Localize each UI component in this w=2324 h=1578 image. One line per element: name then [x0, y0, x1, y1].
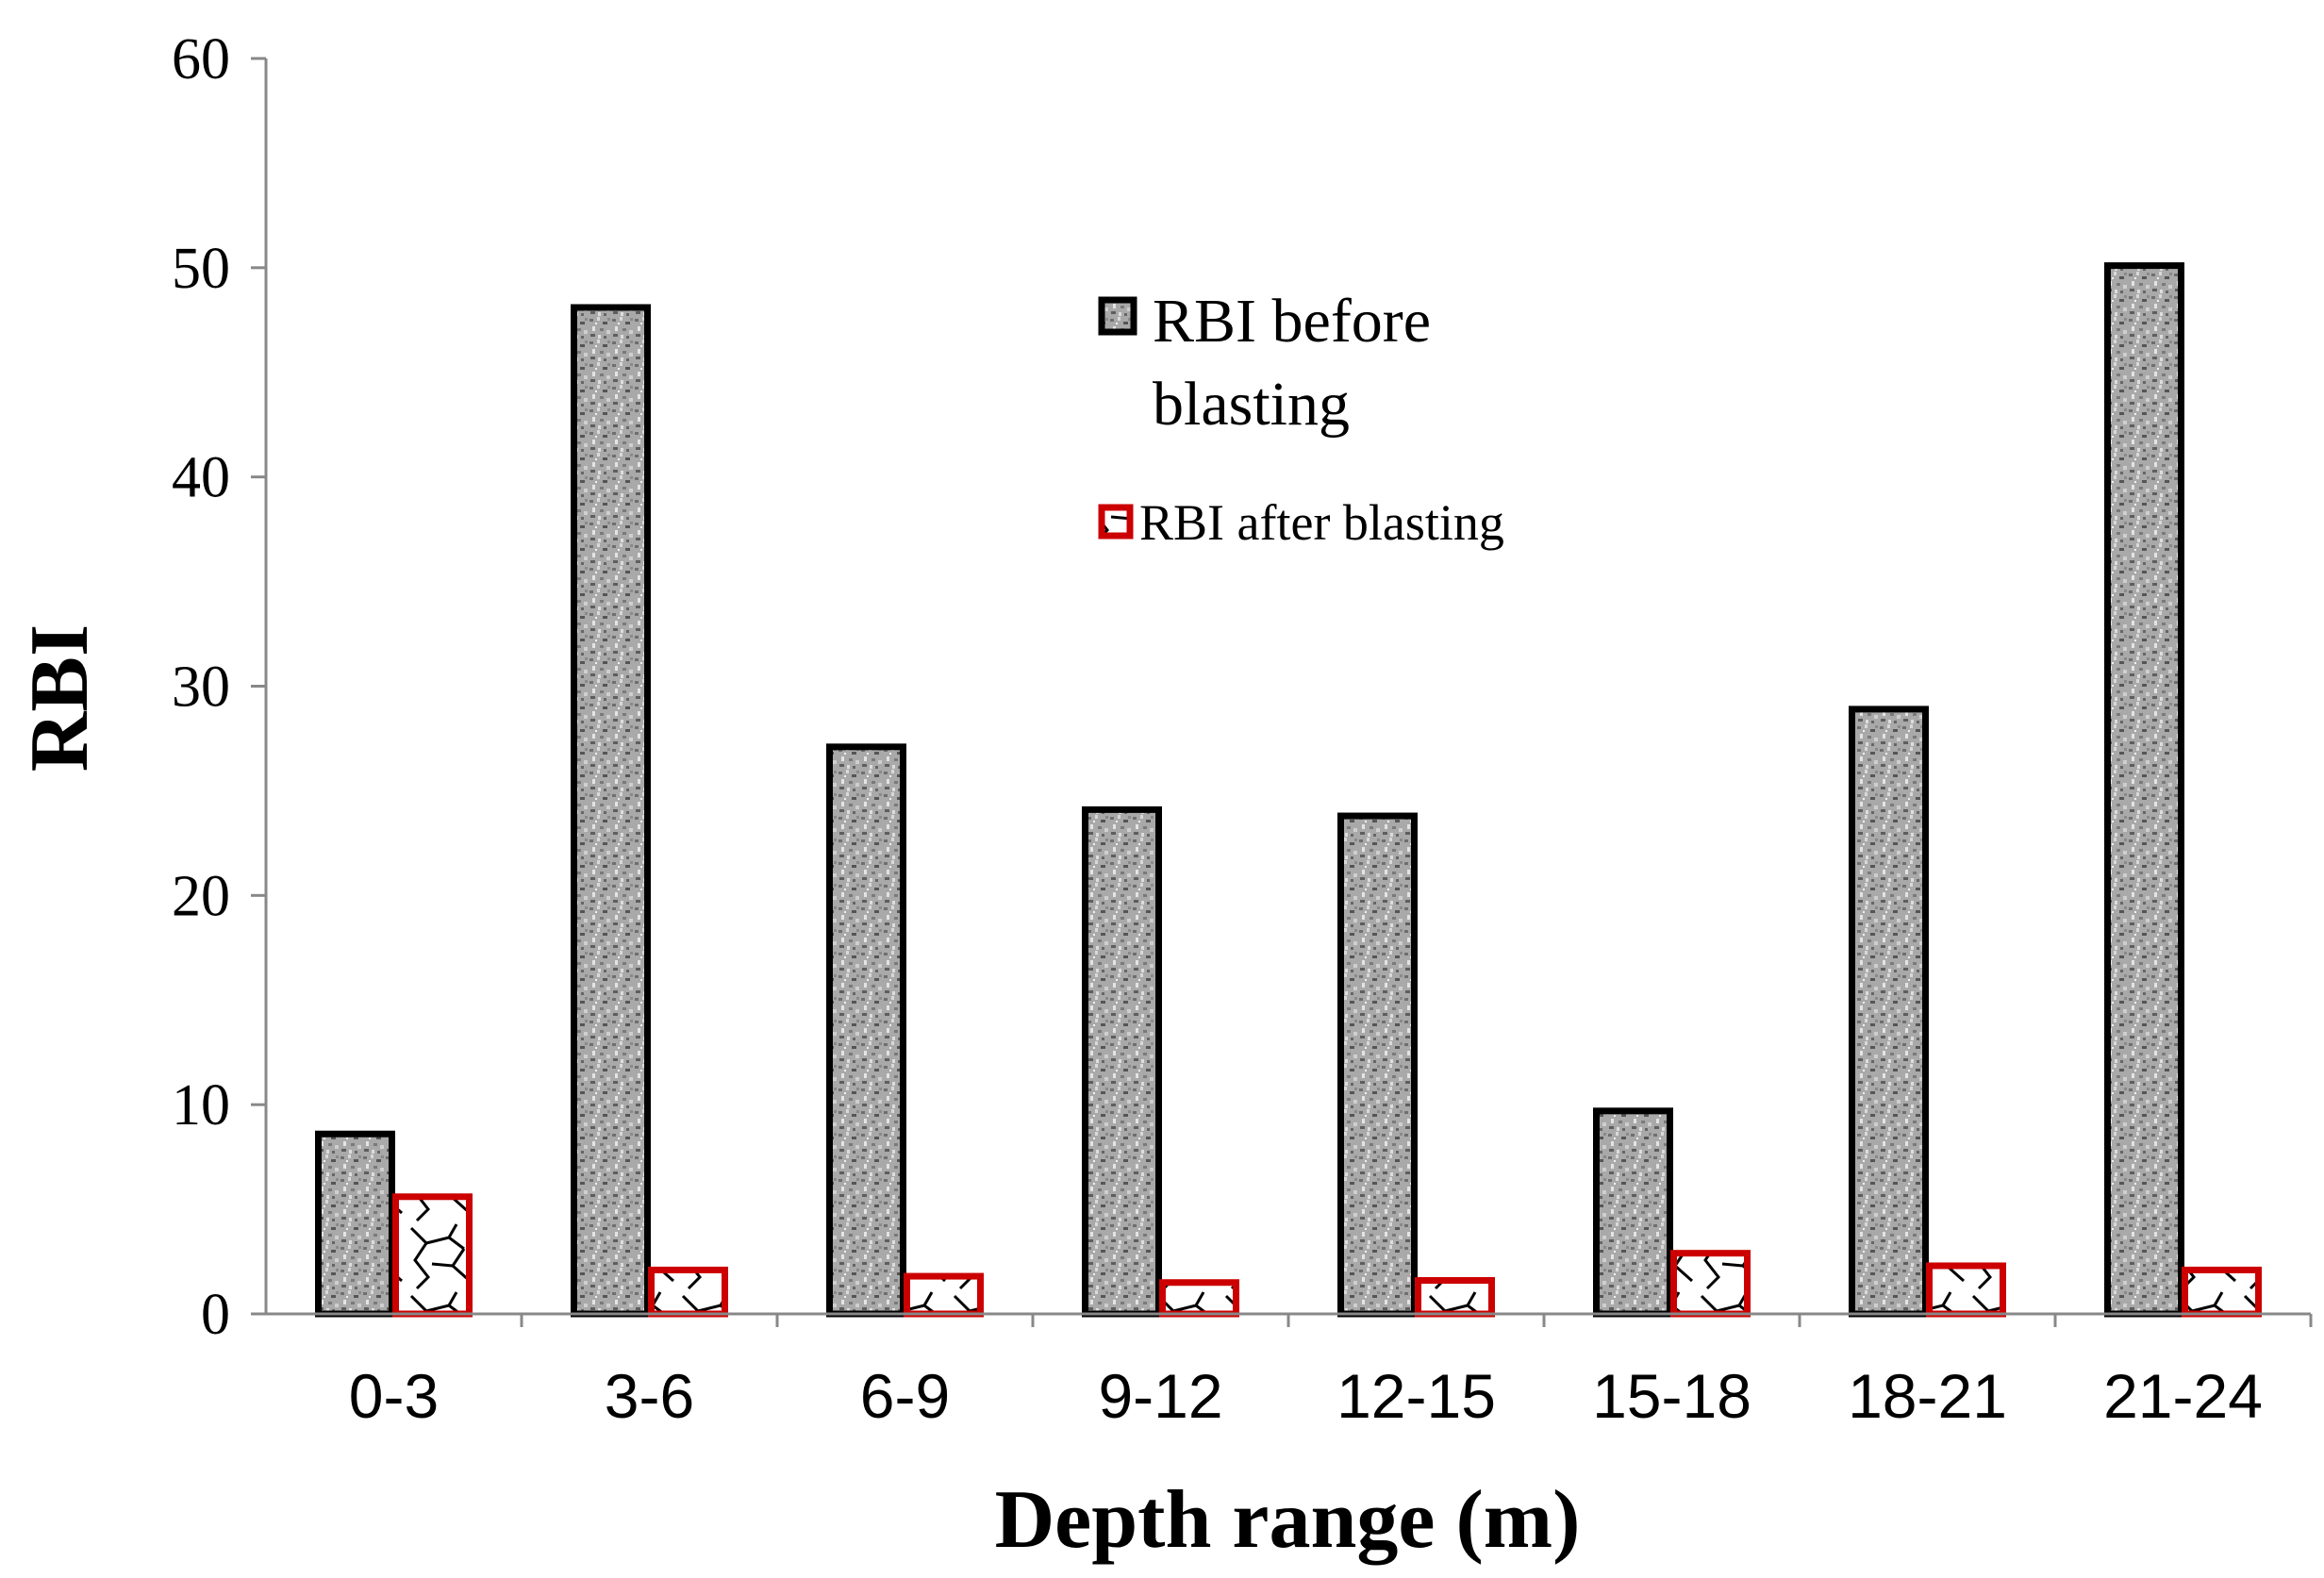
bar-before-21-24	[2104, 262, 2184, 1318]
y-tick-label-10: 10	[172, 1073, 230, 1138]
bar-after-12-15	[1415, 1277, 1495, 1318]
y-tick-label-40: 40	[172, 446, 230, 510]
bars-group	[315, 262, 2262, 1318]
y-tick-label-30: 30	[172, 656, 230, 720]
y-axis-ticks: 0 10 20 30 40 50 60	[172, 27, 266, 1347]
bar-before-15-18	[1593, 1107, 1673, 1318]
y-tick-label-60: 60	[172, 27, 230, 91]
x-tick-label-12-15: 12-15	[1336, 1361, 1496, 1431]
legend-label-after: RBI after blasting	[1139, 494, 1504, 551]
axes-group	[264, 58, 2313, 1327]
bar-after-15-18	[1670, 1250, 1751, 1318]
bar-after-3-6	[648, 1266, 728, 1318]
bar-before-6-9	[826, 743, 906, 1318]
y-tick-label-50: 50	[172, 237, 230, 301]
bar-after-21-24	[2182, 1266, 2262, 1318]
x-axis-category-labels: 0-3 3-6 6-9 9-12 12-15 15-18 18-21 21-24	[349, 1361, 2263, 1431]
bar-after-18-21	[1926, 1262, 2006, 1318]
legend-swatch-before	[1098, 296, 1137, 336]
bar-before-0-3	[315, 1130, 395, 1318]
y-axis-title: RBI	[14, 624, 106, 772]
legend-label-before-line2: blasting	[1153, 370, 1350, 439]
bar-after-6-9	[904, 1272, 984, 1318]
legend-label-before-line1: RBI before	[1153, 287, 1431, 356]
y-tick-label-20: 20	[172, 864, 230, 928]
bar-before-9-12	[1082, 806, 1162, 1318]
bar-after-9-12	[1159, 1279, 1239, 1318]
x-tick-label-3-6: 3-6	[605, 1361, 694, 1431]
x-tick-label-0-3: 0-3	[349, 1361, 439, 1431]
bar-after-0-3	[392, 1193, 473, 1318]
legend-swatch-after	[1098, 504, 1134, 540]
x-tick-label-9-12: 9-12	[1098, 1361, 1222, 1431]
y-tick-label-0: 0	[201, 1283, 230, 1347]
x-tick-label-18-21: 18-21	[1848, 1361, 2007, 1431]
x-axis-title: Depth range (m)	[995, 1474, 1581, 1566]
bar-before-12-15	[1337, 812, 1418, 1318]
x-tick-label-15-18: 15-18	[1592, 1361, 1751, 1431]
legend: RBI before blasting RBI after blasting	[1098, 287, 1504, 551]
bar-before-3-6	[571, 304, 651, 1318]
x-tick-label-21-24: 21-24	[2103, 1361, 2263, 1431]
bar-before-18-21	[1849, 706, 1929, 1318]
x-tick-label-6-9: 6-9	[860, 1361, 950, 1431]
